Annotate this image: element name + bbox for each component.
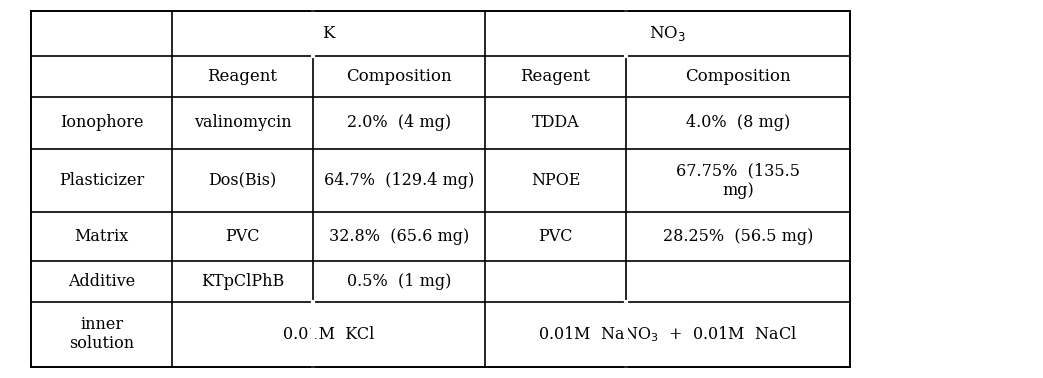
Text: NPOE: NPOE <box>531 172 580 189</box>
Text: 67.75%  (135.5
mg): 67.75% (135.5 mg) <box>676 162 800 199</box>
Text: Ionophore: Ionophore <box>59 115 144 132</box>
Text: 28.25%  (56.5 mg): 28.25% (56.5 mg) <box>662 228 814 245</box>
Text: 4.0%  (8 mg): 4.0% (8 mg) <box>686 115 790 132</box>
Text: PVC: PVC <box>225 228 260 245</box>
Text: 64.7%  (129.4 mg): 64.7% (129.4 mg) <box>323 172 475 189</box>
Text: Reagent: Reagent <box>520 68 590 85</box>
Text: 0.01M  KCl: 0.01M KCl <box>283 325 374 342</box>
Text: 2.0%  (4 mg): 2.0% (4 mg) <box>347 115 451 132</box>
Text: K: K <box>322 25 335 42</box>
Text: Matrix: Matrix <box>74 228 129 245</box>
Text: 0.5%  (1 mg): 0.5% (1 mg) <box>346 273 452 290</box>
Text: PVC: PVC <box>538 228 573 245</box>
Text: NO$_3$: NO$_3$ <box>649 24 686 43</box>
Text: Reagent: Reagent <box>208 68 277 85</box>
Text: valinomycin: valinomycin <box>194 115 291 132</box>
Text: Additive: Additive <box>68 273 136 290</box>
Text: Composition: Composition <box>685 68 791 85</box>
Text: TDDA: TDDA <box>532 115 579 132</box>
Text: 0.01M  NaNO$_3$  +  0.01M  NaCl: 0.01M NaNO$_3$ + 0.01M NaCl <box>538 324 797 344</box>
Text: KTpClPhB: KTpClPhB <box>201 273 284 290</box>
Text: 32.8%  (65.6 mg): 32.8% (65.6 mg) <box>329 228 469 245</box>
Text: inner
solution: inner solution <box>69 316 135 352</box>
Text: Plasticizer: Plasticizer <box>59 172 144 189</box>
Text: Composition: Composition <box>346 68 452 85</box>
Text: Dos(Bis): Dos(Bis) <box>209 172 276 189</box>
